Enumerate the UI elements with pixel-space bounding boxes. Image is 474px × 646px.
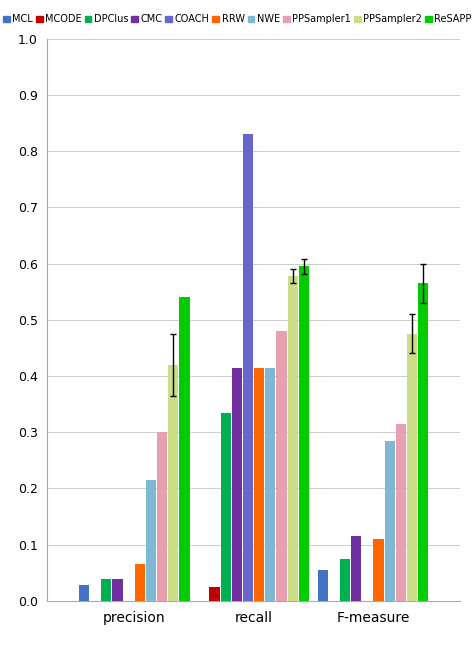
Bar <box>220 413 231 601</box>
Bar <box>112 579 123 601</box>
Bar <box>374 539 383 601</box>
Bar <box>384 441 395 601</box>
Bar <box>135 564 145 601</box>
Bar <box>318 570 328 601</box>
Bar <box>265 368 275 601</box>
Bar <box>418 283 428 601</box>
Bar <box>254 368 264 601</box>
Bar <box>179 297 190 601</box>
Bar <box>243 134 253 601</box>
Bar <box>407 334 417 601</box>
Bar <box>146 480 156 601</box>
Bar <box>210 587 219 601</box>
Bar <box>351 536 361 601</box>
Bar <box>157 432 167 601</box>
Bar <box>101 579 111 601</box>
Bar <box>340 559 350 601</box>
Bar <box>276 331 287 601</box>
Bar <box>232 368 242 601</box>
Bar <box>168 365 178 601</box>
Bar <box>396 424 406 601</box>
Bar <box>299 266 309 601</box>
Bar <box>288 276 298 601</box>
Legend: MCL, MCODE, DPClus, CMC, COACH, RRW, NWE, PPSampler1, PPSampler2, ReSAPP: MCL, MCODE, DPClus, CMC, COACH, RRW, NWE… <box>0 10 474 28</box>
Bar <box>79 585 89 601</box>
